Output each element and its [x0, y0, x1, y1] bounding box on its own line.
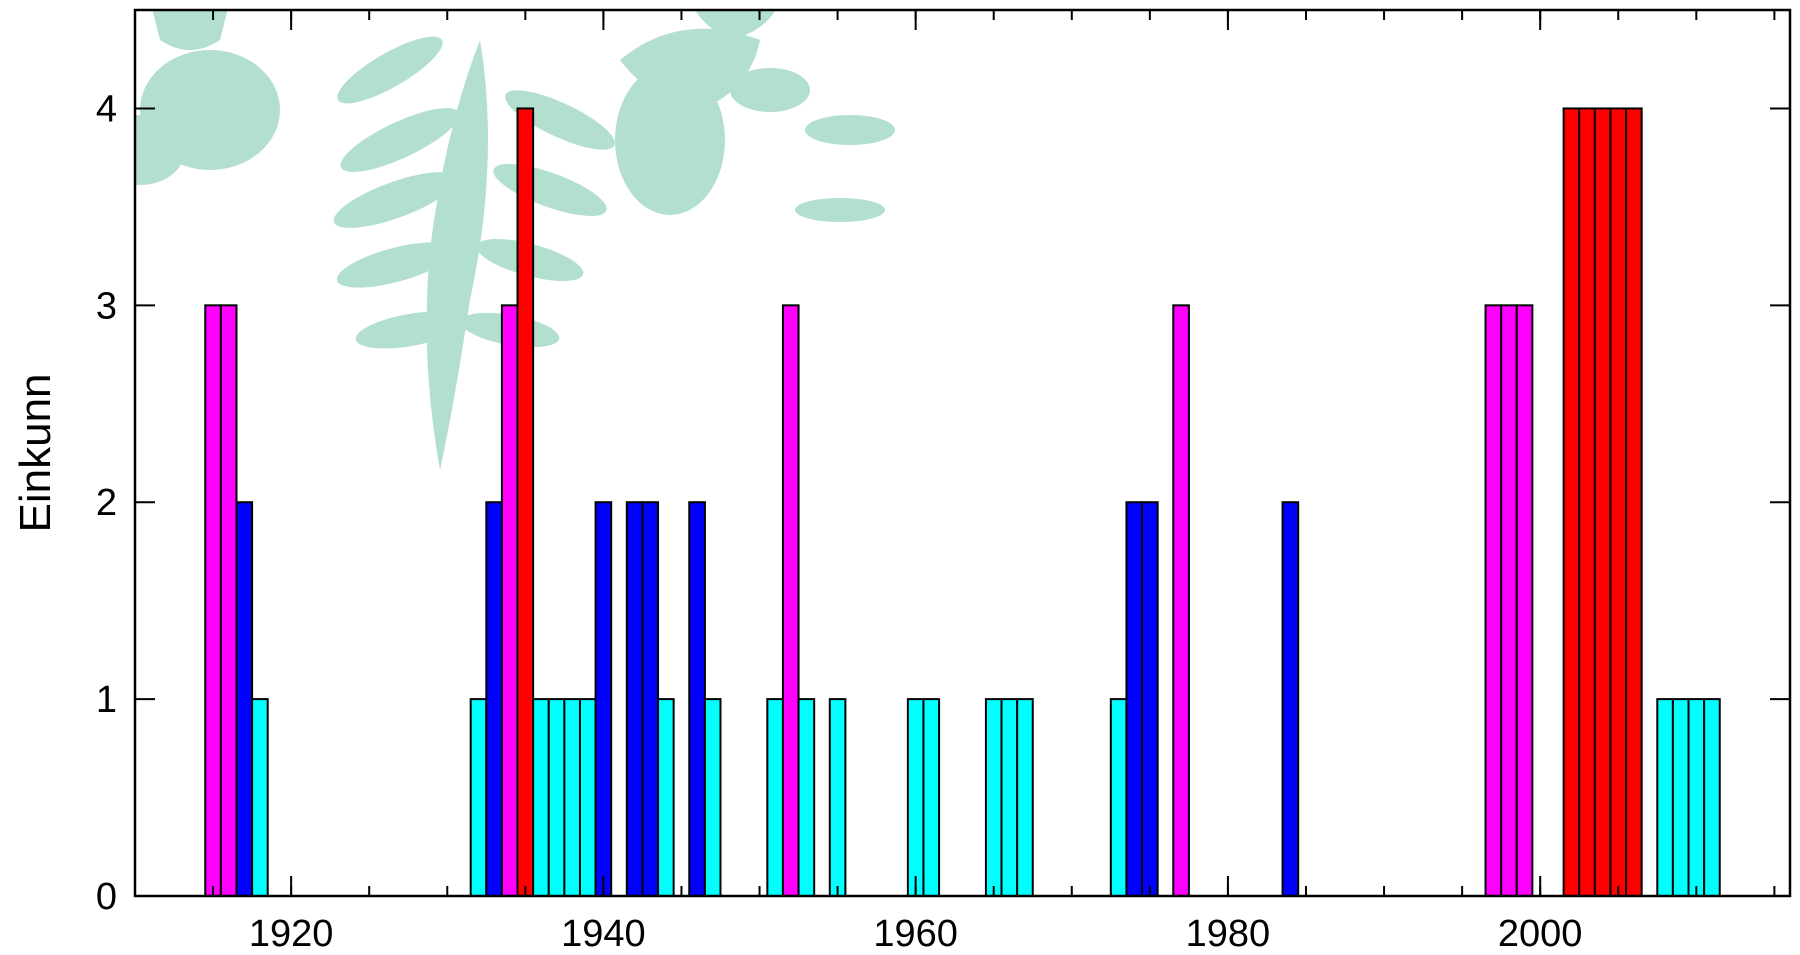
bar [1609, 107, 1628, 897]
y-tick-label: 1 [96, 679, 117, 721]
bar [235, 501, 254, 897]
bar [906, 698, 925, 897]
bar [641, 501, 660, 897]
bar [922, 698, 941, 897]
x-tick-label: 2000 [1498, 913, 1583, 955]
bar [594, 501, 613, 897]
bar [625, 501, 644, 897]
bar [1000, 698, 1019, 897]
y-tick-label: 3 [96, 285, 117, 327]
x-tick-label: 1980 [1186, 913, 1271, 955]
bar [1515, 304, 1534, 897]
bar [766, 698, 784, 897]
bar [1500, 304, 1518, 897]
x-tick-label: 1920 [249, 913, 334, 955]
ticks-layer: 1920 1940 1960 1980 2000 0 1 2 3 4 [96, 10, 1790, 955]
y-tick-label: 4 [96, 88, 117, 130]
bar [219, 304, 238, 897]
bar [703, 698, 722, 897]
bar [485, 501, 503, 897]
bar [657, 698, 675, 897]
bar [1578, 107, 1596, 897]
bar [1016, 698, 1034, 897]
bar [547, 698, 566, 897]
bar [578, 698, 597, 897]
bar [1656, 698, 1674, 897]
bar [204, 304, 222, 897]
bar [469, 698, 488, 897]
bar [1109, 698, 1128, 897]
bar [1281, 501, 1300, 897]
bar [500, 304, 519, 897]
bar [1687, 698, 1706, 897]
y-axis-title: Einkunn [11, 373, 60, 532]
bar [1141, 501, 1159, 897]
bar [532, 698, 550, 897]
bar [516, 107, 535, 897]
bar [1625, 107, 1643, 897]
bar [1593, 107, 1612, 897]
bar [1703, 698, 1721, 897]
bar [984, 698, 1003, 897]
bar [688, 501, 706, 897]
bar [563, 698, 581, 897]
bar [1125, 501, 1144, 897]
bars-layer [204, 107, 1721, 897]
bar [781, 304, 800, 897]
x-tick-label: 1940 [561, 913, 646, 955]
y-tick-label: 2 [96, 482, 117, 524]
bar [1562, 107, 1581, 897]
bar [1671, 698, 1690, 897]
x-tick-label: 1960 [873, 913, 958, 955]
plot-frame [133, 8, 1792, 898]
bar [251, 698, 269, 897]
bar [1172, 304, 1190, 897]
bar [1484, 304, 1503, 897]
bar [828, 698, 847, 897]
bar [797, 698, 816, 897]
y-tick-label: 0 [96, 876, 117, 918]
